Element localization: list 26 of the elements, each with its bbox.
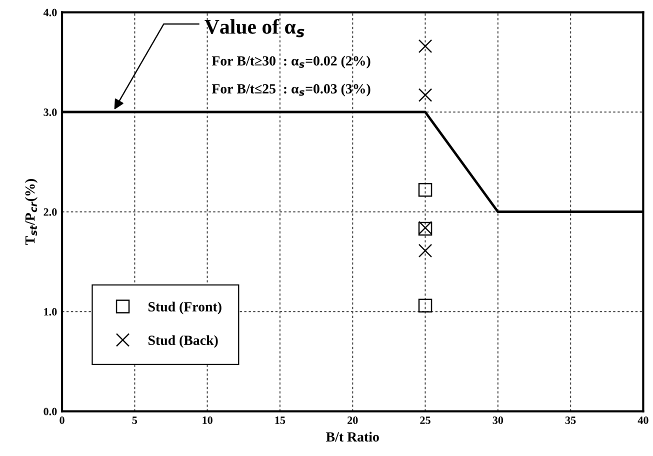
point xyxy=(418,88,432,102)
x-axis-title: B/t Ratio xyxy=(326,432,379,442)
legend-label: Stud (Front) xyxy=(148,302,222,314)
y-tick-label: 1.0 xyxy=(44,308,57,316)
point xyxy=(418,244,432,258)
annotation: Value of α$_{s}$ xyxy=(204,18,304,38)
x-tick-label: 5 xyxy=(132,416,138,424)
y-axis-title: T$_{st}$/P$_{cr}$(%) xyxy=(24,179,38,245)
x-tick-label: 35 xyxy=(565,416,576,424)
x-tick-label: 40 xyxy=(638,416,648,424)
point xyxy=(418,298,432,312)
x-tick-label: 15 xyxy=(275,416,286,424)
y-tick-label: 2.0 xyxy=(44,208,57,216)
y-tick-label: 4.0 xyxy=(43,8,57,16)
x-tick-label: 10 xyxy=(202,416,212,424)
y-tick-label: 0.0 xyxy=(44,408,57,416)
annotation: For B/t≤25 : α$_{s}$=0.03 (3%) xyxy=(212,84,370,96)
x-tick-label: 0 xyxy=(60,416,64,424)
annotation: For B/t≥30 : α$_{s}$=0.02 (2%) xyxy=(212,56,370,68)
x-tick-label: 25 xyxy=(420,416,430,424)
x-tick-label: 30 xyxy=(492,416,504,424)
y-tick-label: 3.0 xyxy=(44,108,57,116)
point xyxy=(418,39,432,54)
point xyxy=(418,182,432,197)
x-tick-label: 20 xyxy=(348,416,358,424)
legend-label: Stud (Back) xyxy=(148,335,218,348)
